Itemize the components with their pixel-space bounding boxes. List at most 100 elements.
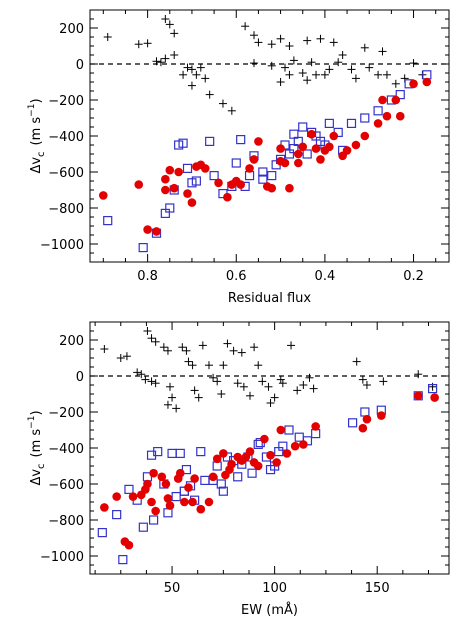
plus-marker [414,370,423,379]
circle-marker [360,131,370,141]
plus-marker [365,63,374,72]
plus-marker [188,361,197,370]
plus-marker [227,106,236,115]
plus-marker [241,22,250,31]
plus-marker [362,381,371,389]
plus-marker [303,36,312,45]
circle-marker [231,176,241,186]
y-axis-unit-close: ) [29,410,44,415]
x-tick-label: 0.2 [403,269,424,284]
plus-marker [209,373,218,382]
circle-marker [342,146,352,155]
plus-marker [151,337,160,346]
square-marker [298,122,308,132]
circle-marker [100,503,109,512]
plus-marker [116,354,125,362]
plus-marker [267,40,276,49]
plus-marker [218,99,227,108]
square-marker [360,407,370,417]
square-marker [167,448,177,458]
plus-marker [182,346,191,355]
plot-frame [89,321,450,575]
square-marker [244,171,255,181]
y-axis-unit-superscript: −1 [27,416,37,429]
plus-marker [166,382,175,391]
plus-marker [190,386,199,395]
plus-marker [187,65,196,74]
plus-marker [192,70,201,79]
circle-marker [266,450,275,460]
circle-marker [163,494,173,503]
plus-marker [254,361,263,370]
square-marker [212,461,222,471]
y-axis-unit: (m s [29,117,44,146]
y-tick-label: 200 [59,334,84,349]
circle-marker [378,95,387,105]
plus-marker [276,34,285,43]
circle-marker [200,164,210,173]
circle-marker [294,149,303,159]
square-marker [216,479,226,489]
square-marker [253,439,263,449]
plus-marker [312,70,321,79]
circle-marker [382,111,392,121]
circle-marker [161,479,171,489]
y-tick-label: −200 [48,406,84,421]
plus-marker [409,59,418,68]
x-axis-title: EW (mÅ) [241,602,298,618]
plus-marker [347,65,356,74]
y-axis-unit-superscript: −1 [27,104,37,117]
plus-marker [303,76,312,85]
y-axis-subscript: c [36,151,47,157]
square-marker [153,447,163,457]
circle-marker [223,192,232,202]
plus-marker [168,393,177,402]
square-marker [191,176,201,186]
circle-marker [254,137,263,146]
square-marker [324,118,334,129]
plot-frame [89,9,450,263]
plus-marker [161,15,170,23]
square-marker [178,138,188,148]
plus-marker [187,81,196,90]
circle-marker [112,492,121,501]
plus-marker [134,40,143,49]
circle-marker [260,434,269,444]
plus-marker [103,33,112,41]
circle-marker [165,501,175,510]
y-axis-symbol: Δv [29,469,44,486]
x-tick-label: 0.4 [315,269,336,284]
circle-marker [190,474,199,483]
plus-marker [147,334,156,343]
circle-marker [311,144,321,153]
circle-marker [161,185,170,195]
y-axis-title: Δvc (m s−1) [27,98,47,173]
circle-marker [184,483,193,492]
x-tick-label: 150 [365,581,390,596]
plus-marker [205,90,214,99]
circle-marker [422,77,432,87]
plus-marker [307,58,316,67]
x-tick-label: 0.8 [137,269,158,284]
plus-marker [239,382,248,391]
plus-marker [147,377,156,386]
circle-marker [299,440,308,449]
square-marker [267,171,277,181]
plus-marker [143,39,152,48]
x-tick-label: 0.6 [226,269,247,284]
plus-marker [285,42,294,50]
plus-marker [165,20,174,29]
plus-marker [305,373,314,382]
circle-marker [362,414,372,424]
circle-marker [276,144,285,153]
circle-marker [290,441,300,451]
circle-marker [124,540,134,550]
circle-marker [147,497,156,507]
circle-marker [169,183,179,193]
circle-marker [188,497,197,507]
y-tick-label: −600 [48,478,84,493]
circle-marker [329,131,339,141]
square-marker [427,384,438,394]
circle-marker [358,423,368,433]
